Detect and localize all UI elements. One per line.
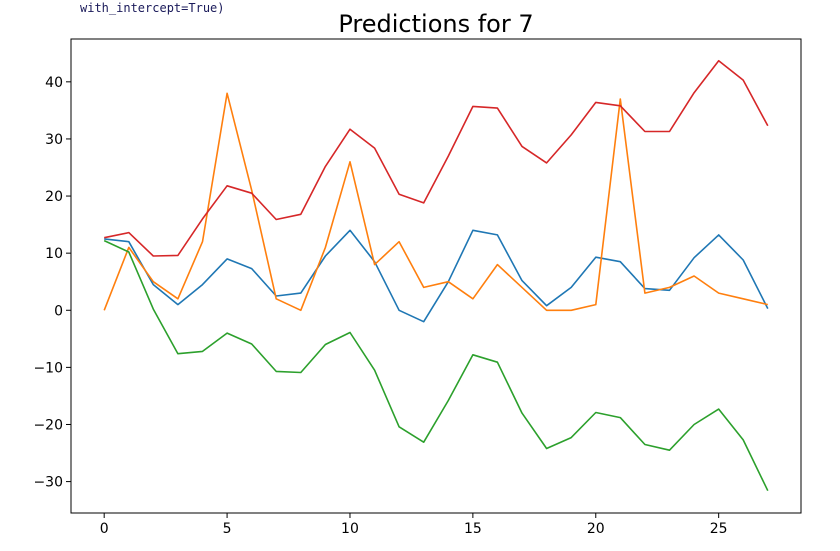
plot-frame <box>70 38 802 514</box>
series-line-2 <box>103 239 769 492</box>
y-tick-label: 40 <box>45 75 63 91</box>
y-tick-label: −10 <box>33 360 63 376</box>
series-line-3 <box>104 59 769 257</box>
y-tick-label: 10 <box>45 246 63 262</box>
x-tick-label: 0 <box>100 521 109 537</box>
code-fragment: with_intercept=True) <box>80 1 225 15</box>
x-tick-label: 25 <box>710 521 728 537</box>
y-tick-label: −20 <box>33 417 63 433</box>
series-line-1 <box>103 92 768 312</box>
chart-title: Predictions for 7 <box>338 10 533 38</box>
y-tick-label: 0 <box>54 303 63 319</box>
series-line-0 <box>104 229 769 323</box>
y-tick-label: 30 <box>45 132 63 148</box>
x-tick-label: 10 <box>341 521 359 537</box>
y-tick-label: −30 <box>33 475 63 491</box>
x-tick-label: 15 <box>464 521 482 537</box>
x-tick-label: 5 <box>223 521 232 537</box>
y-tick-label: 20 <box>45 189 63 205</box>
x-tick-label: 20 <box>587 521 605 537</box>
